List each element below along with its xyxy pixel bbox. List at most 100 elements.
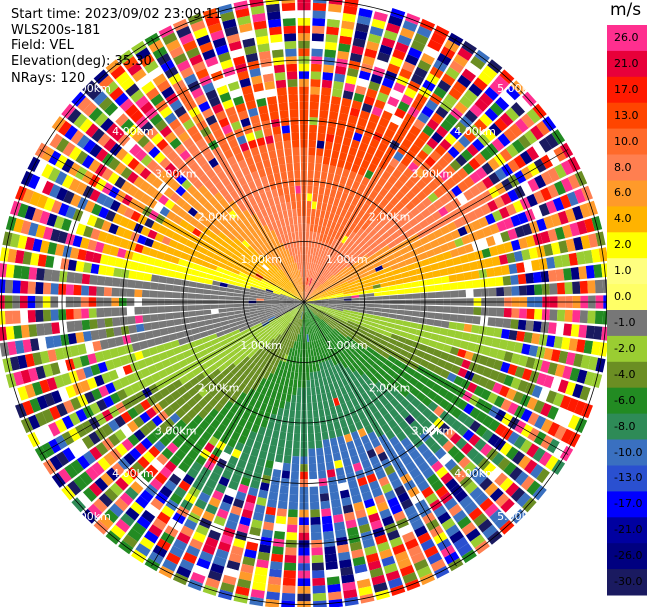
velocity-gate (257, 201, 265, 211)
velocity-gate (70, 129, 84, 145)
velocity-gate (176, 331, 185, 339)
velocity-gate (489, 487, 504, 502)
velocity-gate (281, 259, 287, 267)
velocity-gate (297, 208, 302, 217)
velocity-gate (333, 269, 341, 276)
velocity-gate (331, 413, 339, 423)
velocity-gate (210, 217, 220, 227)
velocity-gate (312, 295, 321, 299)
velocity-gate (140, 101, 154, 115)
velocity-gate (215, 412, 225, 423)
velocity-gate (218, 286, 227, 292)
velocity-gate (271, 302, 280, 305)
velocity-gate (256, 298, 264, 301)
velocity-gate (273, 359, 280, 368)
velocity-gate (307, 310, 311, 319)
velocity-gate (352, 37, 366, 48)
velocity-gate (183, 267, 193, 275)
velocity-gate (321, 508, 332, 517)
velocity-gate (159, 125, 173, 138)
velocity-gate (305, 294, 311, 301)
velocity-gate (272, 276, 280, 283)
velocity-gate (543, 375, 555, 389)
velocity-gate (509, 466, 523, 481)
velocity-gate (461, 68, 477, 82)
velocity-gate (359, 593, 375, 604)
velocity-gate (245, 462, 256, 472)
velocity-gate (414, 213, 425, 223)
velocity-gate (305, 246, 309, 255)
velocity-gate (169, 401, 181, 412)
velocity-gate (287, 386, 293, 395)
velocity-gate (263, 299, 272, 301)
velocity-gate (251, 373, 259, 382)
velocity-gate (454, 356, 464, 367)
velocity-gate (345, 178, 354, 188)
velocity-gate (595, 231, 606, 247)
velocity-gate (173, 538, 188, 552)
velocity-gate (377, 541, 391, 553)
velocity-gate (576, 369, 588, 384)
velocity-gate (453, 53, 469, 68)
velocity-gate (366, 358, 375, 367)
velocity-gate (140, 226, 151, 237)
velocity-gate (194, 257, 204, 266)
velocity-gate (450, 229, 461, 240)
velocity-gate (182, 39, 198, 52)
velocity-gate (312, 570, 325, 579)
velocity-gate (295, 310, 300, 318)
velocity-gate (416, 565, 432, 579)
velocity-gate (22, 400, 34, 416)
velocity-gate (317, 370, 322, 379)
velocity-gate (591, 216, 603, 231)
velocity-gate (424, 325, 434, 333)
velocity-gate (252, 333, 260, 341)
velocity-gate (67, 333, 77, 345)
velocity-gate (245, 132, 256, 142)
velocity-gate (309, 364, 313, 373)
velocity-gate (213, 322, 222, 329)
velocity-gate (361, 391, 370, 401)
velocity-gate (348, 423, 357, 434)
velocity-gate (263, 275, 271, 281)
velocity-gate (280, 250, 286, 259)
velocity-gate (186, 47, 201, 59)
velocity-gate (146, 256, 156, 266)
velocity-gate (205, 168, 216, 180)
velocity-gate (340, 566, 354, 576)
velocity-gate (146, 432, 159, 445)
velocity-gate (373, 11, 388, 22)
velocity-gate (278, 270, 285, 278)
velocity-gate (270, 205, 278, 214)
velocity-gate (421, 197, 433, 208)
velocity-gate (324, 211, 331, 220)
velocity-gate (354, 190, 363, 200)
velocity-gate (336, 296, 344, 300)
velocity-gate (130, 382, 142, 394)
velocity-gate (371, 318, 380, 324)
velocity-gate (418, 252, 428, 261)
velocity-gate (548, 322, 557, 335)
velocity-gate (214, 271, 223, 278)
velocity-gate (340, 386, 348, 396)
velocity-gate (337, 544, 350, 554)
velocity-gate (379, 187, 389, 198)
velocity-gate (500, 398, 512, 412)
velocity-gate (324, 384, 331, 393)
velocity-gate (231, 329, 241, 336)
velocity-gate (289, 240, 294, 249)
velocity-gate (337, 215, 344, 225)
velocity-gate (218, 363, 227, 373)
velocity-gate (421, 105, 434, 118)
velocity-gate (318, 311, 326, 316)
velocity-gate (103, 395, 115, 408)
velocity-gate (394, 485, 407, 497)
velocity-gate (280, 353, 286, 362)
velocity-gate (488, 172, 501, 185)
velocity-gate (300, 303, 304, 312)
velocity-gate (94, 477, 109, 492)
velocity-gate (349, 283, 357, 289)
velocity-gate (233, 237, 242, 246)
velocity-gate (156, 251, 166, 260)
velocity-gate (212, 342, 222, 350)
